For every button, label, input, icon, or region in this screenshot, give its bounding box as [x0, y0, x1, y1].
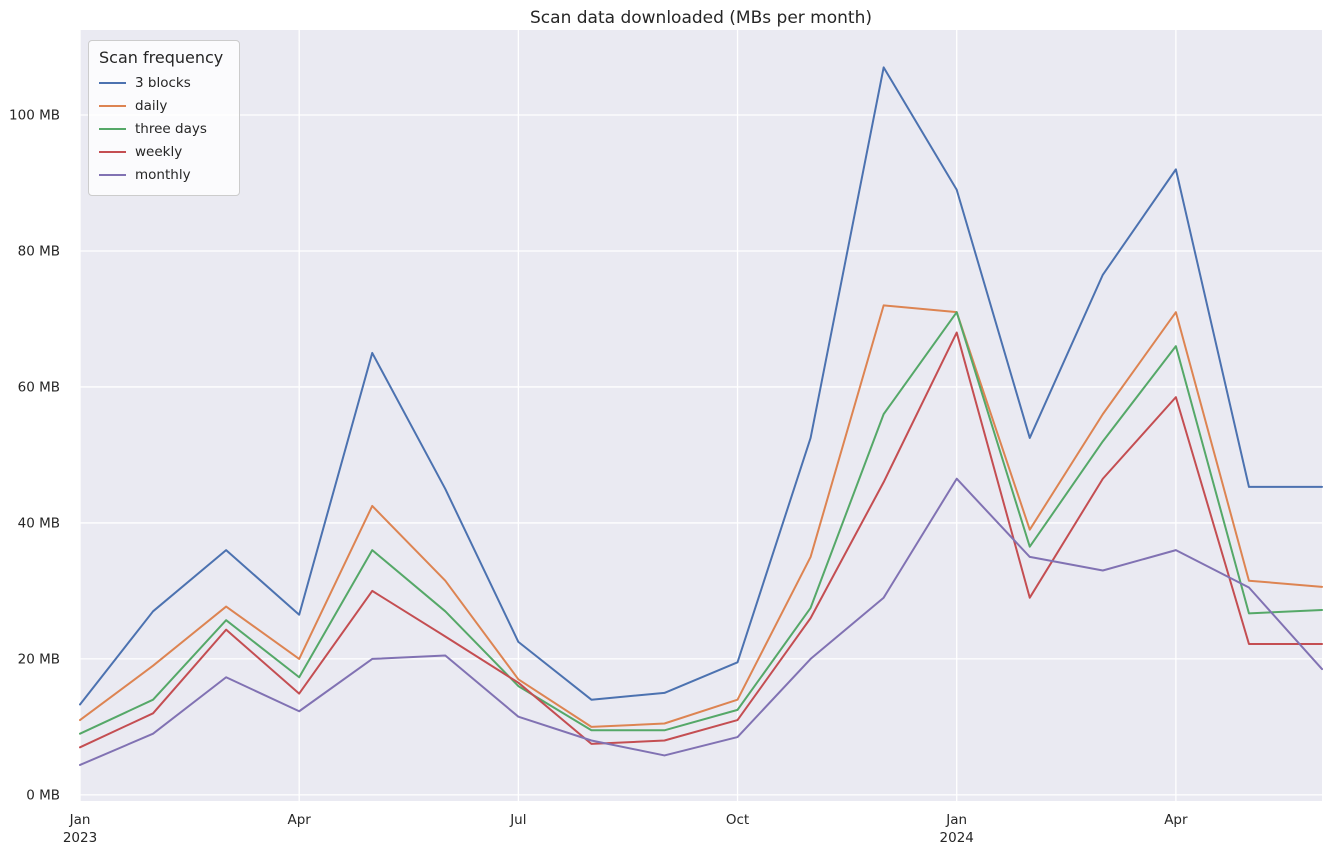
x-tick-label: Jan [945, 812, 967, 828]
legend-entry-3-blocks: 3 blocks [99, 71, 223, 94]
chart-title: Scan data downloaded (MBs per month) [530, 8, 872, 28]
series-line-three-days [79, 311, 1323, 735]
plot-background [80, 30, 1322, 801]
series-lines [79, 66, 1323, 766]
y-tick-label: 20 MB [18, 651, 60, 667]
x-tick-label: Jul [509, 812, 526, 828]
legend-line-swatch [99, 150, 126, 153]
axis-tick-labels: 0 MB 20 MB 40 MB 60 MB 80 MB 100 MB Jan 2023 Apr… [9, 107, 1188, 846]
legend-line-swatch [99, 81, 126, 84]
x-tick-label: Oct [726, 812, 749, 828]
y-tick-label: 100 MB [9, 107, 60, 123]
legend-entry-monthly: monthly [99, 163, 223, 186]
y-tick-label: 80 MB [18, 243, 60, 259]
gridlines [79, 30, 1322, 801]
legend-title: Scan frequency [99, 48, 224, 67]
x-tick-label: 2023 [63, 830, 97, 846]
series-line-3-blocks [79, 66, 1323, 706]
x-tick-label: Apr [287, 812, 311, 828]
legend-line-swatch [99, 173, 126, 176]
legend-entry-weekly: weekly [99, 140, 223, 163]
legend-entry-three-days: three days [99, 117, 223, 140]
series-line-daily [79, 304, 1323, 728]
legend-entries: 3 blocks daily three days weekly monthly [99, 71, 223, 186]
x-tick-label: Jan [69, 812, 91, 828]
legend-label: three days [135, 120, 207, 137]
legend-line-swatch [99, 104, 126, 107]
legend-label: weekly [135, 143, 183, 160]
y-tick-label: 0 MB [26, 787, 60, 803]
legend-entry-daily: daily [99, 94, 223, 117]
legend-label: 3 blocks [135, 74, 191, 91]
legend-label: daily [135, 97, 168, 114]
x-tick-label: Apr [1164, 812, 1188, 828]
legend-line-swatch [99, 127, 126, 130]
series-line-weekly [79, 331, 1323, 749]
plot-area [80, 30, 1322, 801]
y-tick-label: 60 MB [18, 379, 60, 395]
series-line-monthly [79, 477, 1323, 766]
y-tick-label: 40 MB [18, 515, 60, 531]
x-tick-label: 2024 [940, 830, 974, 846]
legend-label: monthly [135, 166, 191, 183]
legend: Scan frequency 3 blocks daily three days we… [88, 40, 241, 196]
